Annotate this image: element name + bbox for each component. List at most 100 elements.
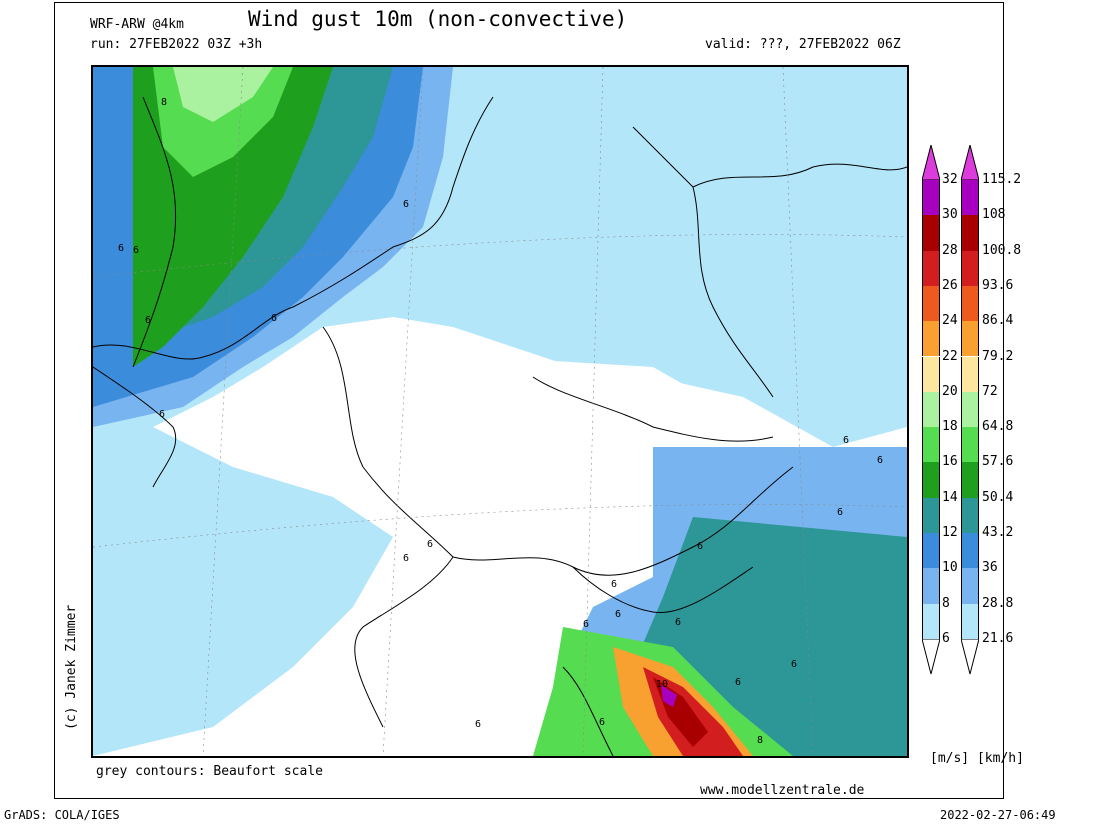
colorbar-segment: [961, 462, 979, 498]
colorbar-segment: [961, 180, 979, 216]
beaufort-label: 6: [675, 617, 681, 628]
beaufort-label: 6: [133, 245, 139, 256]
colorbar-segment: [922, 462, 940, 498]
beaufort-label: 6: [475, 719, 481, 730]
colorbar-segment: [961, 391, 979, 428]
model-label: WRF-ARW @4km: [90, 17, 184, 32]
gust-zone-pale-green: [173, 67, 273, 122]
colorbar-tick-label: 8: [942, 595, 950, 611]
beaufort-label: 10: [656, 679, 668, 690]
colorbar-tick-label: 26: [942, 277, 958, 293]
beaufort-label: 6: [843, 435, 849, 446]
colorbar-segment: [922, 321, 940, 357]
colorbar-segment: [961, 568, 979, 604]
colorbar-segment: [961, 215, 979, 251]
colorbar-segment: [922, 427, 940, 463]
beaufort-label: 6: [118, 243, 124, 254]
colorbar-tick-label: 16: [942, 454, 958, 470]
colorbar-top-arrow: [922, 145, 940, 181]
colorbar-segment: [922, 603, 940, 639]
colorbar-tick-label: 100.8: [982, 242, 1022, 258]
colorbar-bottom-arrow: [922, 638, 940, 675]
beaufort-label: 6: [611, 579, 617, 590]
beaufort-label: 6: [403, 199, 409, 210]
beaufort-label: 6: [837, 507, 843, 518]
beaufort-label: 6: [599, 717, 605, 728]
colorbar-tick-label: 28: [942, 242, 958, 258]
colorbar-segment: [922, 356, 940, 392]
colorbar-tick-label: 79.2: [982, 348, 1014, 364]
colorbar-tick-label: 28.8: [982, 595, 1014, 611]
gust-zone-alps-white: [293, 597, 573, 756]
colorbar-tick-label: 115.2: [982, 172, 1022, 187]
colorbar-tick-label: 36: [982, 560, 998, 576]
colorbar-tick-label: 57.6: [982, 454, 1014, 470]
country-borders: [93, 96, 907, 756]
colorbar-segment: [922, 250, 940, 286]
run-label: run: 27FEB2022 03Z +3h: [90, 37, 263, 52]
colorbar-segment: [961, 497, 979, 533]
colorbar-segment: [922, 215, 940, 251]
map-canvas: 8 6 6 6 6 6 6 6 6 6 6 6 6 6 6 6 6 6 6 6 …: [93, 67, 907, 756]
colorbar-tick-label: 64.8: [982, 419, 1014, 435]
colorbar-segment: [961, 321, 979, 357]
beaufort-label: 6: [159, 409, 165, 420]
colorbar-segment: [961, 250, 979, 286]
beaufort-label: 6: [145, 315, 151, 326]
colorbar-segment: [922, 285, 940, 322]
lat-lon-grid: [93, 67, 907, 756]
colorbar-tick-label: 24: [942, 313, 958, 329]
grads-label: GrADS: COLA/IGES: [4, 808, 120, 822]
colorbar-ms: [922, 145, 940, 675]
beaufort-label: 8: [161, 97, 167, 108]
gust-zone-southwest: [93, 427, 393, 756]
colorbar-segment: [961, 285, 979, 322]
colorbar-tick-label: 86.4: [982, 313, 1014, 329]
beaufort-label: 6: [403, 553, 409, 564]
beaufort-label: 6: [697, 541, 703, 552]
colorbar-segment: [922, 533, 940, 569]
copyright-label: (c) Janek Zimmer: [64, 604, 79, 730]
colorbar-tick-label: 22: [942, 348, 958, 364]
beaufort-label-group: 8 6 6 6 6 6 6 6 6 6 6 6 6 6 6 6 6 6 6 6 …: [118, 97, 883, 746]
plot-frame: [54, 2, 1004, 799]
colorbar-tick-label: 43.2: [982, 525, 1014, 540]
colorbar-segment: [961, 427, 979, 463]
colorbar-segment: [922, 497, 940, 533]
colorbar-tick-label: 12: [942, 525, 958, 540]
colorbar-bottom-arrow: [961, 638, 979, 675]
colorbar-tick-label: 72: [982, 383, 998, 399]
colorbar-segment: [961, 603, 979, 639]
website-label: www.modellzentrale.de: [700, 783, 865, 798]
colorbar-top-arrow: [961, 145, 979, 181]
contours-note: grey contours: Beaufort scale: [96, 764, 323, 779]
colorbar-tick-label: 18: [942, 419, 958, 435]
beaufort-label: 6: [615, 609, 621, 620]
colorbar-segment: [922, 391, 940, 428]
plot-title: Wind gust 10m (non-convective): [248, 7, 628, 31]
colorbar-segment: [922, 568, 940, 604]
colorbar-segment: [922, 180, 940, 216]
wind-gust-map: 8 6 6 6 6 6 6 6 6 6 6 6 6 6 6 6 6 6 6 6 …: [91, 65, 909, 758]
gust-zone-purple: [661, 685, 677, 707]
colorbar-tick-label: 14: [942, 489, 958, 505]
valid-label: valid: ???, 27FEB2022 06Z: [705, 37, 901, 52]
colorbar-tick-label: 108: [982, 207, 1006, 223]
beaufort-label: 6: [271, 313, 277, 324]
timestamp-label: 2022-02-27-06:49: [940, 808, 1056, 822]
beaufort-label: 6: [427, 539, 433, 550]
colorbar-tick-label: 6: [942, 630, 950, 646]
beaufort-label: 6: [735, 677, 741, 688]
colorbar-tick-label: 30: [942, 207, 958, 223]
beaufort-label: 8: [757, 735, 763, 746]
beaufort-label: 6: [583, 619, 589, 630]
colorbar-tick-label: 32: [942, 172, 958, 187]
colorbar-tick-label: 50.4: [982, 489, 1014, 505]
colorbar-segment: [961, 356, 979, 392]
colorbar-tick-label: 10: [942, 560, 958, 576]
beaufort-label: 6: [877, 455, 883, 466]
colorbar-tick-label: 93.6: [982, 277, 1014, 293]
units-label: [m/s] [km/h]: [930, 751, 1024, 766]
colorbar-tick-label: 20: [942, 383, 958, 399]
colorbar-segment: [961, 533, 979, 569]
